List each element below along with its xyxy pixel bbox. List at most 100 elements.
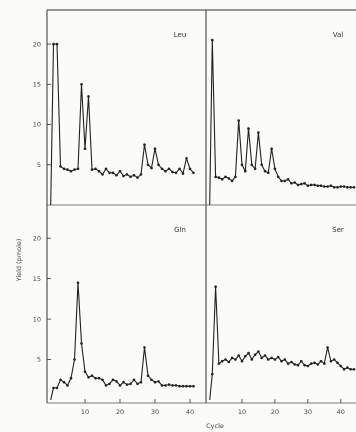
data-point-val: [319, 184, 323, 187]
data-point-leu: [80, 83, 83, 86]
data-point-gln: [69, 376, 73, 380]
data-point-ser: [349, 368, 353, 371]
data-point-leu: [87, 95, 90, 98]
panel-label-gln: Gln: [174, 226, 186, 234]
data-point-ser: [329, 359, 333, 363]
y-axis-title: Yield (pmole): [15, 239, 23, 283]
data-point-ser: [346, 366, 349, 369]
data-point-ser: [227, 360, 231, 364]
data-point-leu: [55, 42, 59, 46]
data-point-ser: [293, 363, 297, 366]
data-point-ser: [237, 354, 240, 357]
data-point-val: [303, 182, 306, 185]
data-point-ser: [283, 358, 287, 361]
data-point-val: [336, 186, 339, 189]
data-point-leu: [94, 167, 97, 171]
data-point-val: [296, 183, 300, 187]
data-point-leu: [52, 42, 55, 46]
series-line-gln: [50, 282, 194, 401]
data-point-leu: [115, 173, 118, 177]
data-point-gln: [104, 384, 108, 387]
data-point-gln: [132, 378, 136, 382]
data-point-gln: [94, 376, 97, 380]
x-tick-label: 30: [304, 408, 312, 416]
data-point-val: [280, 179, 283, 183]
data-point-val: [234, 175, 237, 179]
data-point-gln: [153, 380, 157, 384]
data-point-ser: [323, 362, 326, 365]
data-point-gln: [181, 384, 185, 388]
data-point-gln: [171, 384, 174, 387]
data-point-val: [342, 185, 346, 188]
data-point-val: [352, 186, 356, 189]
data-point-ser: [296, 363, 300, 367]
text-layer: 5 10 15 20 5 10 15 20 10 20 30 40 10 20 30 40 Yield (pmo…: [15, 31, 345, 430]
data-point-val: [260, 163, 264, 167]
data-point-val: [211, 38, 214, 42]
data-point-ser: [244, 355, 247, 358]
data-point-val: [300, 182, 303, 186]
data-point-gln: [139, 380, 143, 384]
data-point-ser: [257, 350, 260, 353]
data-point-gln: [188, 384, 192, 388]
data-point-ser: [260, 356, 264, 360]
x-tick-label: 20: [271, 408, 279, 416]
data-point-leu: [108, 171, 111, 175]
data-point-val: [267, 171, 270, 175]
series-line-ser: [209, 286, 354, 401]
series-line-leu: [50, 43, 194, 206]
data-point-val: [286, 178, 290, 181]
y-tick-label: 10: [33, 121, 41, 129]
data-point-val: [244, 169, 247, 173]
data-point-gln: [118, 384, 122, 387]
data-point-ser: [220, 359, 224, 363]
data-point-gln: [87, 376, 90, 379]
data-point-gln: [129, 382, 132, 386]
data-point-gln: [76, 281, 80, 285]
data-point-val: [332, 186, 336, 189]
data-point-gln: [73, 358, 76, 361]
data-point-ser: [273, 358, 277, 361]
data-point-ser: [313, 361, 316, 365]
data-point-gln: [143, 346, 146, 349]
data-point-ser: [250, 358, 254, 361]
data-point-leu: [192, 171, 195, 175]
data-point-leu: [185, 157, 188, 160]
data-point-leu: [150, 166, 153, 170]
data-point-val: [250, 163, 254, 167]
y-tick-label: 20: [33, 234, 41, 242]
data-point-ser: [332, 358, 336, 361]
data-point-gln: [160, 384, 164, 387]
data-point-val: [253, 167, 257, 171]
data-point-val: [283, 179, 287, 183]
axes-layer: [46, 9, 356, 404]
data-point-leu: [76, 167, 80, 171]
y-tick-label: 20: [33, 40, 41, 48]
data-point-ser: [263, 354, 267, 357]
data-point-val: [263, 169, 267, 173]
data-point-val: [237, 119, 240, 122]
data-point-leu: [164, 169, 167, 173]
data-point-gln: [111, 378, 115, 382]
x-axis-title: Cycle: [206, 422, 224, 430]
data-point-val: [224, 175, 227, 179]
data-point-leu: [171, 170, 174, 174]
data-point-ser: [230, 356, 234, 360]
data-point-leu: [146, 163, 150, 167]
data-point-val: [290, 182, 293, 185]
data-point-leu: [139, 173, 143, 176]
data-point-leu: [69, 169, 73, 173]
data-point-ser: [267, 358, 270, 361]
data-point-leu: [160, 167, 164, 171]
data-point-leu: [188, 167, 192, 171]
data-point-ser: [270, 356, 273, 360]
data-point-leu: [181, 172, 185, 175]
data-point-gln: [174, 384, 178, 387]
x-tick-label: 40: [186, 408, 194, 416]
data-point-val: [306, 184, 310, 187]
data-point-val: [316, 184, 320, 187]
y-tick-label: 5: [37, 161, 41, 169]
data-point-gln: [66, 384, 69, 387]
data-point-ser: [286, 362, 290, 365]
